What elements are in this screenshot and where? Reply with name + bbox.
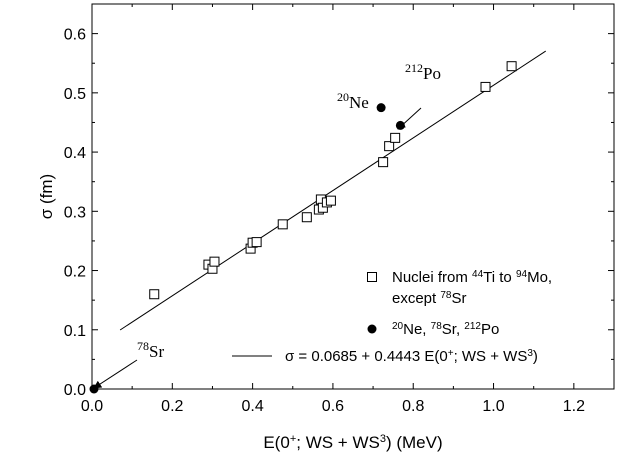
nucleus-point [378, 157, 389, 168]
x-tick-label: 0.2 [161, 398, 183, 415]
nucleus-point [149, 289, 160, 300]
y-tick-label: 0.5 [64, 86, 86, 103]
nucleus-point [301, 212, 312, 223]
annotations-layer: 20Ne 212Po 78Sr [93, 61, 441, 389]
annotation-po212: 212Po [405, 61, 441, 83]
y-tick-label: 0.0 [64, 382, 86, 399]
annotation-sr78: 78Sr [137, 339, 164, 361]
legend-label-nuclei: except 78Sr [392, 290, 467, 308]
nucleus-point [209, 256, 220, 267]
legend-filled-circle-marker [367, 324, 377, 334]
y-axis-label: σ (fm) [37, 174, 56, 219]
nucleus-point [384, 141, 395, 152]
x-tick-label: 0.0 [81, 398, 103, 415]
legend-label-fit: σ = 0.0685 + 0.4443 E(0+; WS + WS3) [285, 348, 538, 366]
nucleus-point [390, 132, 401, 143]
y-tick-label: 0.2 [64, 264, 86, 281]
legend: Nuclei from 44Ti to 94Mo, except 78Sr 20Ne… [232, 269, 552, 366]
annotation-arrow-po212 [397, 107, 422, 130]
x-tick-label: 0.8 [402, 398, 424, 415]
highlight-point [395, 120, 405, 130]
data-points-layer [89, 61, 517, 394]
y-tick-label: 0.1 [64, 323, 86, 340]
nucleus-point [480, 81, 491, 92]
y-tick-label: 0.4 [64, 145, 86, 162]
x-tick-label: 1.0 [482, 398, 504, 415]
annotation-ne20: 20Ne [337, 90, 369, 112]
legend-open-square-marker [367, 272, 377, 282]
legend-label-highlight: 20Ne, 78Sr, 212Po [392, 321, 499, 339]
axis-ticks: 0.0 0.2 0.4 0.6 0.8 1.0 1.2 0.0 0.1 0.2 0.3 0.4 0.5 0… [64, 3, 615, 415]
x-tick-label: 0.4 [241, 398, 263, 415]
x-axis-label: E(0+; WS + WS3) (MeV) [263, 433, 442, 452]
y-tick-label: 0.3 [64, 204, 86, 221]
fit-line-layer [119, 50, 547, 331]
nucleus-point [325, 195, 336, 206]
highlight-point [376, 103, 386, 113]
nucleus-point [506, 61, 517, 72]
y-tick-label: 0.6 [64, 27, 86, 44]
plot-frame [91, 3, 615, 390]
nucleus-point [251, 237, 262, 248]
legend-label-nuclei: Nuclei from 44Ti to 94Mo, [392, 269, 552, 287]
annotation-arrow-sr78 [93, 359, 138, 389]
fit-line [119, 50, 547, 331]
nucleus-point [277, 219, 288, 230]
x-tick-label: 0.6 [322, 398, 344, 415]
x-tick-label: 1.2 [563, 398, 585, 415]
